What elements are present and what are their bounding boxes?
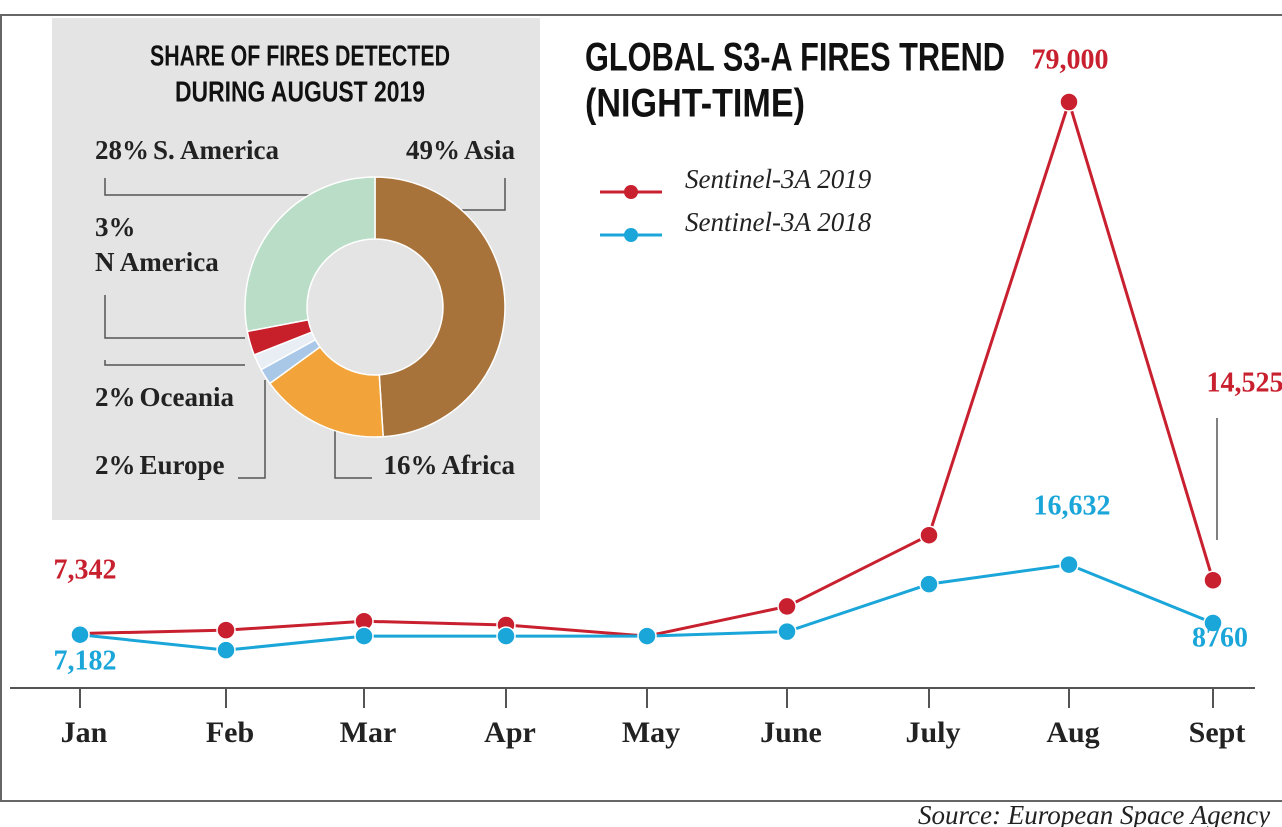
data-point xyxy=(637,626,657,646)
data-point xyxy=(1203,613,1223,633)
data-point xyxy=(919,525,939,545)
x-tick-label: Aug xyxy=(1046,716,1099,749)
chart-title: (NIGHT-TIME) xyxy=(585,82,805,126)
pie-category-label: Asia xyxy=(464,135,516,165)
pie-slice xyxy=(374,176,506,438)
pie-label: 28% S. America xyxy=(95,135,279,165)
pie-category-label: Oceania xyxy=(140,382,235,412)
data-label: 7,342 xyxy=(54,554,117,585)
pie-value-label: 16% xyxy=(384,450,438,480)
pie-label: 49% Asia xyxy=(406,135,516,165)
data-label: 16,632 xyxy=(1034,490,1111,521)
x-tick-label: Feb xyxy=(206,716,254,749)
pie-label: 16% Africa xyxy=(384,450,516,480)
data-point xyxy=(777,596,797,617)
data-point xyxy=(70,624,90,645)
pie-leaders xyxy=(104,178,1218,540)
chart-title: GLOBAL S3-A FIRES TREND xyxy=(585,36,1005,80)
pie-label: 2% Europe xyxy=(95,450,225,480)
data-point xyxy=(1059,554,1079,575)
data-point xyxy=(777,621,797,642)
pie-category-label: N America xyxy=(95,247,219,277)
data-label: 7,182 xyxy=(54,645,117,676)
x-tick-label: Jan xyxy=(61,716,108,749)
pie-title: DURING AUGUST 2019 xyxy=(175,77,425,109)
x-tick-label: July xyxy=(905,716,960,749)
legend-marker xyxy=(624,185,638,199)
data-point xyxy=(216,620,236,640)
pie-value-label: 2% xyxy=(95,382,136,412)
source: Source: European Space Agency xyxy=(918,800,1270,827)
pie-label: 3% N America xyxy=(95,212,219,277)
legend-label: Sentinel-3A 2019 xyxy=(685,164,872,194)
pie-category-label: S. America xyxy=(153,135,279,165)
pie-slice xyxy=(244,176,376,333)
data-point xyxy=(496,626,516,646)
legend-marker xyxy=(624,228,638,242)
data-label: 8760 xyxy=(1192,622,1248,653)
pie-value-label: 3% xyxy=(95,212,136,242)
pie-title: SHARE OF FIRES DETECTED xyxy=(150,41,450,73)
pie-category-label: Africa xyxy=(442,450,516,480)
data-point xyxy=(216,640,236,660)
data-point xyxy=(1203,570,1223,591)
pie-value-label: 49% xyxy=(406,135,460,165)
data-point xyxy=(1059,92,1079,112)
data-point xyxy=(354,626,374,646)
legend-label: Sentinel-3A 2018 xyxy=(685,207,872,237)
pie-category-label: Europe xyxy=(140,450,225,480)
data-label: 79,000 xyxy=(1032,44,1109,75)
x-tick-label: June xyxy=(760,716,822,749)
data-point xyxy=(919,574,939,594)
x-tick-label: Sept xyxy=(1189,716,1246,749)
pie-value-label: 28% xyxy=(95,135,149,165)
x-tick-label: May xyxy=(622,716,680,749)
pie-label: 2% Oceania xyxy=(95,382,234,412)
pie-value-label: 2% xyxy=(95,450,136,480)
x-tick-label: Apr xyxy=(484,716,536,749)
x-tick-label: Mar xyxy=(340,716,397,749)
data-label: 14,525 xyxy=(1207,367,1282,398)
